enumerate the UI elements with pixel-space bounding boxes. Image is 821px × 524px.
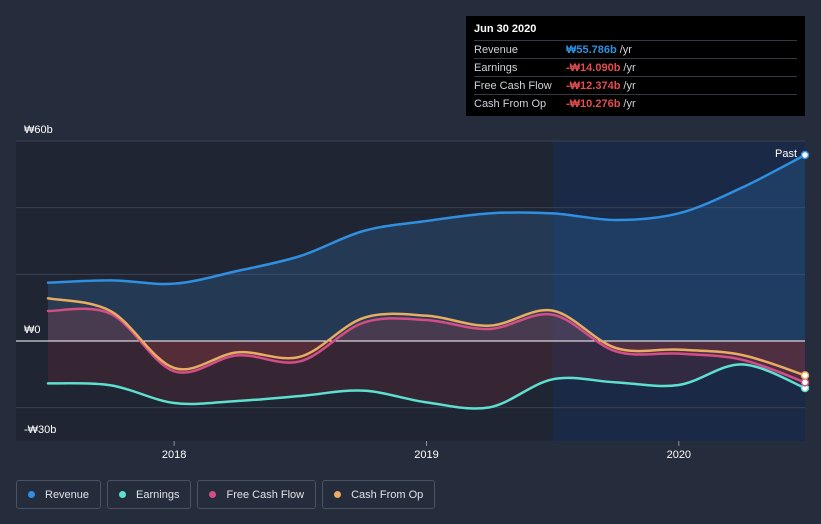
tooltip-unit: /yr <box>623 79 636 92</box>
tooltip-unit: /yr <box>623 61 636 74</box>
tooltip-unit: /yr <box>623 97 636 110</box>
series-line-cash-from-op <box>46 297 807 377</box>
tooltip-row-free-cash-flow: Free Cash Flow -₩12.374b /yr <box>474 76 797 94</box>
legend-item-earnings[interactable]: Earnings <box>107 480 192 509</box>
series-lines <box>46 150 810 410</box>
x-tick-label: 2019 <box>414 449 438 461</box>
past-label: Past <box>775 148 797 160</box>
area-cash-from-op <box>48 298 805 376</box>
tooltip-row-cash-from-op: Cash From Op -₩10.276b /yr <box>474 94 797 112</box>
tooltip-row-revenue: Revenue ₩55.786b /yr <box>474 40 797 58</box>
past-region <box>552 141 805 441</box>
revenue-dot-icon <box>28 491 35 498</box>
tooltip: Jun 30 2020 Revenue ₩55.786b /yr Earning… <box>466 16 805 116</box>
legend-item-cash-from-op[interactable]: Cash From Op <box>322 480 436 509</box>
tooltip-label: Free Cash Flow <box>474 79 552 92</box>
legend-label: Revenue <box>45 488 90 501</box>
legend-label: Earnings <box>136 488 180 501</box>
y-tick-label: ₩0 <box>24 324 41 336</box>
legend-label: Free Cash Flow <box>226 488 305 501</box>
series-line-free-cash-flow <box>46 307 807 384</box>
series-line-earnings <box>46 363 807 410</box>
cash-from-op-dot-icon <box>334 491 342 498</box>
tooltip-value: ₩55.786b <box>566 43 617 56</box>
series-line-revenue <box>46 153 807 286</box>
tooltip-label: Earnings <box>474 61 518 74</box>
legend-item-revenue[interactable]: Revenue <box>16 480 102 509</box>
legend-label: Cash From Op <box>351 488 424 501</box>
tooltip-value: -₩12.374b <box>566 79 621 92</box>
area-revenue <box>48 155 805 341</box>
area-earnings <box>48 341 805 409</box>
y-tick-label: -₩30b <box>24 424 56 436</box>
area-free-cash-flow <box>48 308 805 383</box>
y-axis: ₩60b ₩0 -₩30b <box>24 124 56 436</box>
legend: Revenue Earnings Free Cash Flow Cash Fro… <box>16 480 436 509</box>
x-tick-label: 2018 <box>162 449 186 461</box>
endpoint-marker <box>800 371 810 380</box>
endpoint-marker <box>800 150 810 160</box>
tooltip-value: -₩10.276b <box>566 97 621 110</box>
free-cash-flow-dot-icon <box>209 491 217 498</box>
tooltip-unit: /yr <box>619 43 632 56</box>
tooltip-date: Jun 30 2020 <box>474 23 537 35</box>
earnings-dot-icon <box>119 491 127 498</box>
x-axis: 2018 2019 2020 <box>162 441 691 461</box>
legend-item-free-cash-flow[interactable]: Free Cash Flow <box>197 480 317 509</box>
tooltip-label: Cash From Op <box>474 97 547 110</box>
tooltip-row-earnings: Earnings -₩14.090b /yr <box>474 58 797 76</box>
series-fills <box>48 155 805 409</box>
y-tick-label: ₩60b <box>24 124 53 136</box>
endpoint-marker <box>800 378 810 387</box>
grid <box>16 140 805 409</box>
x-tick-label: 2020 <box>667 449 691 461</box>
tooltip-label: Revenue <box>474 43 519 56</box>
tooltip-value: -₩14.090b <box>566 61 621 74</box>
